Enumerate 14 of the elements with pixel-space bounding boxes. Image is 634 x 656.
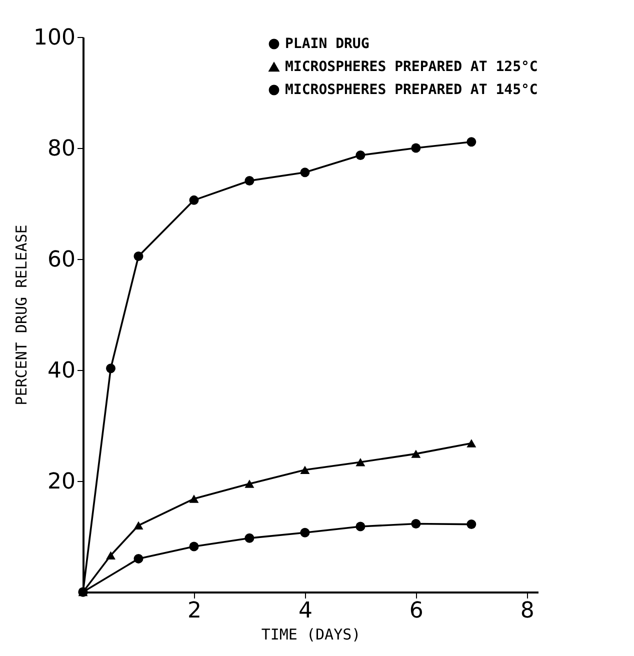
y-tick-label: 20 — [48, 470, 76, 494]
x-tick-label: 6 — [409, 598, 424, 624]
legend-label: MICROSPHERES PREPARED AT 145°C — [285, 82, 538, 98]
y-tick-label: 100 — [34, 26, 76, 50]
legend-label: MICROSPHERES PREPARED AT 125°C — [285, 59, 538, 75]
x-axis-title: TIME (DAYS) — [261, 626, 361, 644]
x-tick-label: 8 — [520, 598, 534, 624]
y-axis-title: PERCENT DRUG RELEASE — [12, 224, 31, 406]
y-tick-label: 60 — [48, 248, 76, 272]
y-tick-label: 80 — [48, 136, 76, 162]
legend-label: PLAIN DRUG — [285, 36, 370, 52]
y-tick-label: 40 — [48, 358, 76, 384]
x-tick-label: 4 — [298, 598, 312, 624]
x-tick-label: 2 — [187, 598, 202, 624]
